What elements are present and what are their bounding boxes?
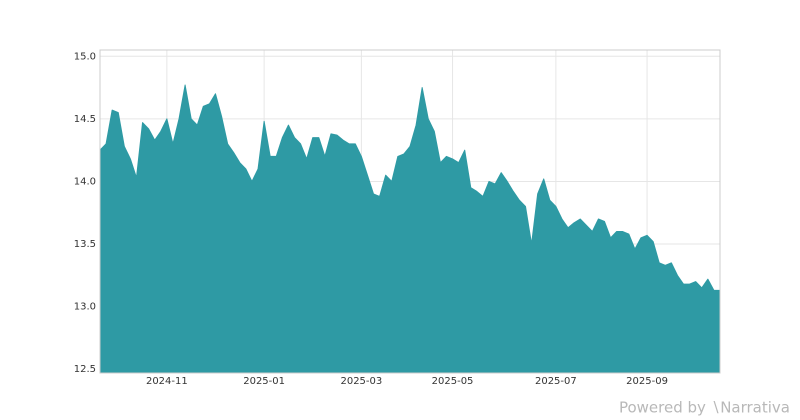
y-tick-label: 14.5 bbox=[74, 114, 96, 125]
x-tick-label: 2025-05 bbox=[432, 376, 474, 387]
x-tick-label: 2025-03 bbox=[340, 376, 382, 387]
area bbox=[99, 84, 721, 374]
x-tick-label: 2024-11 bbox=[146, 376, 188, 387]
x-tick-label: 2025-09 bbox=[626, 376, 668, 387]
y-tick-label: 15.0 bbox=[74, 51, 96, 62]
y-tick-label: 13.5 bbox=[74, 239, 96, 250]
y-tick-label: 14.0 bbox=[74, 176, 96, 187]
x-tick-label: 2025-07 bbox=[535, 376, 577, 387]
plot-frame bbox=[99, 49, 721, 374]
y-tick-label: 12.5 bbox=[74, 364, 96, 375]
watermark: Powered by ∖Narrativa bbox=[619, 399, 790, 417]
x-tick-label: 2025-01 bbox=[243, 376, 285, 387]
y-tick-label: 13.0 bbox=[74, 302, 96, 313]
